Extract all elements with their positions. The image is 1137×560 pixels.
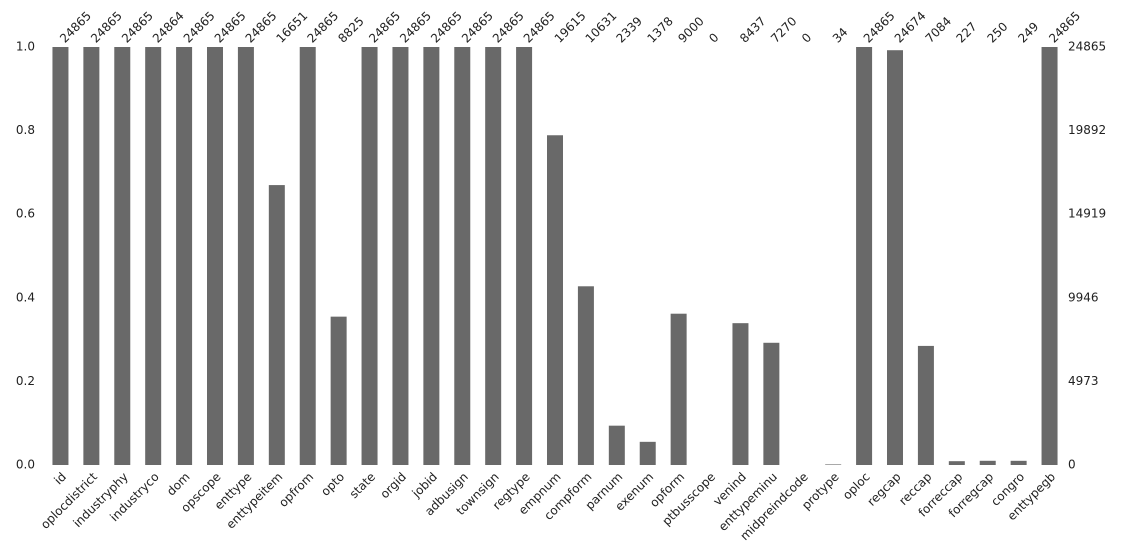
- value-label: 16651: [274, 9, 311, 46]
- bar: [423, 47, 440, 465]
- y2-tick-label: 9946: [1068, 290, 1099, 304]
- bar: [887, 50, 903, 466]
- bar: [917, 345, 934, 465]
- value-label: 0: [706, 30, 721, 45]
- bar: [1010, 460, 1027, 465]
- value-label: 0: [799, 30, 814, 45]
- x-tick-label: id: [51, 470, 69, 488]
- value-label: 24865: [57, 9, 94, 46]
- bar: [577, 286, 594, 465]
- bar: [1041, 47, 1058, 465]
- y2-tick-label: 4973: [1068, 374, 1099, 388]
- value-label: 24865: [88, 9, 125, 46]
- y2-tick-label: 19892: [1068, 123, 1106, 137]
- value-label: 24865: [459, 9, 496, 46]
- bar: [207, 47, 223, 465]
- bar: [330, 316, 347, 465]
- bar: [639, 441, 656, 465]
- value-label: 24865: [428, 9, 465, 46]
- bar: [361, 47, 378, 465]
- y-tick-label: 0.8: [16, 123, 35, 137]
- bar: [516, 47, 533, 465]
- y-tick-label: 0.2: [16, 374, 35, 388]
- bar: [670, 313, 687, 465]
- value-label: 24865: [366, 9, 403, 46]
- x-tick-label: opto: [318, 470, 347, 499]
- bar: [763, 342, 780, 465]
- value-label: 24865: [212, 9, 249, 46]
- x-tick-label: opfrom: [276, 470, 316, 510]
- bar: [83, 47, 100, 465]
- value-label: 24865: [521, 9, 558, 46]
- bar: [145, 47, 162, 465]
- bar: [114, 47, 131, 465]
- bar: [856, 47, 873, 465]
- bar: [176, 47, 193, 465]
- y-tick-label: 0.4: [16, 290, 35, 304]
- x-tick-label: state: [347, 470, 378, 501]
- value-label: 24864: [150, 9, 187, 46]
- bar: [485, 47, 502, 465]
- bar: [392, 47, 409, 465]
- value-label: 9000: [675, 14, 706, 45]
- y-tick-label: 0.6: [16, 207, 35, 221]
- bar: [732, 323, 749, 465]
- bar: [608, 425, 625, 465]
- bar: [948, 461, 965, 465]
- bar: [52, 47, 69, 465]
- bar: [825, 464, 842, 465]
- value-label: 10631: [583, 9, 620, 46]
- y2-tick-label: 14919: [1068, 207, 1106, 221]
- value-label: 24865: [490, 9, 527, 46]
- value-label: 1378: [644, 14, 675, 45]
- value-label: 24865: [397, 9, 434, 46]
- value-label: 227: [954, 19, 980, 45]
- value-label: 24865: [861, 9, 898, 46]
- value-label: 24865: [181, 9, 218, 46]
- value-label: 24865: [119, 9, 156, 46]
- bar: [268, 185, 285, 465]
- value-label: 19615: [552, 9, 589, 46]
- y-tick-label: 0.0: [16, 458, 35, 472]
- x-tick-label: orgid: [377, 470, 409, 502]
- value-label: 24865: [243, 9, 280, 46]
- value-label: 24865: [304, 9, 341, 46]
- value-label: 249: [1015, 19, 1041, 45]
- value-label: 24674: [892, 9, 929, 46]
- y-tick-label: 1.0: [16, 40, 35, 54]
- value-label: 34: [830, 25, 851, 46]
- bar: [979, 460, 996, 465]
- value-label: 8437: [737, 14, 768, 45]
- value-label: 7270: [768, 14, 799, 45]
- x-tick-label: regcap: [865, 470, 904, 509]
- y2-tick-label: 0: [1068, 458, 1076, 472]
- value-label: 250: [984, 19, 1010, 45]
- bar: [299, 47, 316, 465]
- bar: [237, 47, 254, 465]
- y2-tick-label: 24865: [1068, 40, 1106, 54]
- bar: [454, 47, 471, 465]
- bar: [547, 135, 563, 465]
